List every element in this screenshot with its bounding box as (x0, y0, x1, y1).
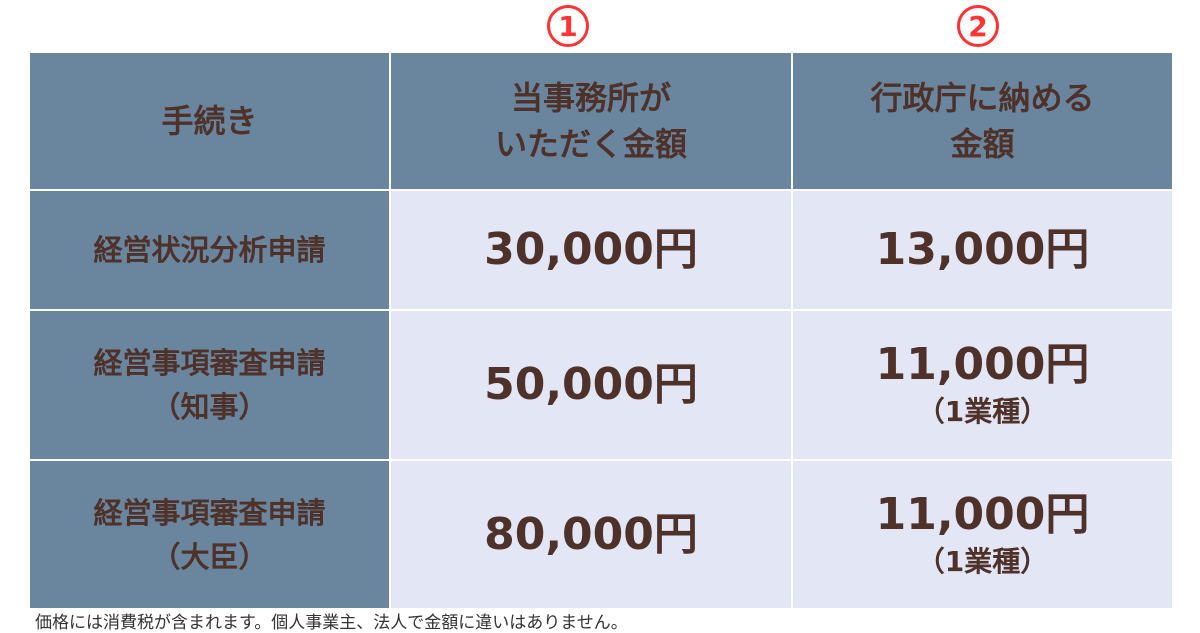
header-office-fee: 当事務所が いただく金額 (391, 53, 791, 189)
row-label: 経営事項審査申請 （大臣） (30, 461, 389, 608)
row-label: 経営状況分析申請 (30, 191, 389, 309)
row-label: 経営事項審査申請 （知事） (30, 311, 389, 459)
office-fee-cell: 30,000円 (391, 191, 791, 309)
marker-2: 2 (957, 5, 999, 47)
government-fee: 13,000円 (875, 224, 1090, 275)
government-fee-cell: 11,000円 （1業種） (793, 311, 1172, 459)
government-fee-cell: 11,000円 （1業種） (793, 461, 1172, 608)
government-fee-note: （1業種） (916, 395, 1049, 428)
office-fee-cell: 80,000円 (391, 461, 791, 608)
office-fee: 30,000円 (484, 224, 698, 275)
header-government-fee: 行政庁に納める 金額 (793, 53, 1172, 189)
government-fee-cell: 13,000円 (793, 191, 1172, 309)
label-text: （知事） (151, 390, 268, 424)
government-fee-note: （1業種） (916, 544, 1049, 578)
header-text: 手続き (161, 102, 258, 140)
header-text: 行政庁に納める (870, 79, 1095, 117)
government-fee: 11,000円 (875, 339, 1090, 390)
label-text: 経営事項審査申請 (93, 495, 326, 530)
label-text: 経営状況分析申請 (93, 233, 326, 267)
header-procedure: 手続き (30, 53, 389, 189)
header-text: 当事務所が (510, 79, 671, 117)
header-text: 金額 (950, 125, 1015, 163)
government-fee: 11,000円 (875, 488, 1090, 540)
footnote: 価格には消費税が含まれます。個人事業主、法人で金額に違いはありません。 (35, 613, 628, 633)
marker-1: 1 (547, 5, 589, 47)
office-fee: 50,000円 (484, 359, 698, 410)
office-fee-cell: 50,000円 (391, 311, 791, 459)
header-text: いただく金額 (494, 125, 687, 163)
office-fee: 80,000円 (484, 508, 698, 560)
label-text: （大臣） (151, 539, 268, 574)
label-text: 経営事項審査申請 (93, 346, 326, 380)
